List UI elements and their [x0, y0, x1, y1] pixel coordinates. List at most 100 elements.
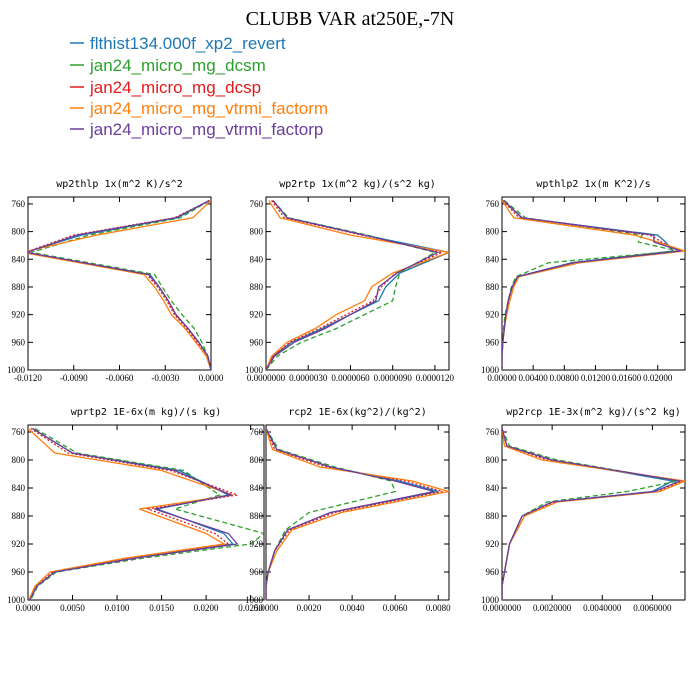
y-tick-label: 960 [12, 567, 26, 577]
plot-frame [27, 424, 265, 601]
y-tick-label: 840 [486, 483, 500, 493]
y-tick-label: 920 [12, 539, 26, 549]
series-line [29, 427, 239, 600]
x-tick-label: 0.0040000 [583, 603, 622, 613]
x-tick-label: 0.0000030 [289, 373, 328, 383]
x-tick-label: -0.0090 [60, 373, 88, 383]
legend-entry: jan24_micro_mg_dcsp [70, 78, 261, 97]
y-tick-label: 760 [12, 427, 26, 437]
x-tick-label: -0.0030 [151, 373, 179, 383]
x-tick-label: 0.00400 [519, 373, 549, 383]
panel-title: rcp2 1E-6x(kg^2)/(kg^2) [288, 407, 426, 418]
x-tick-label: 0.0000 [199, 373, 224, 383]
chart-panel: wprtp2 1E-6x(m kg)/(s kg) 760 800 840 880 920… [7, 407, 265, 613]
legend-label: flthist134.000f_xp2_revert [90, 34, 286, 53]
series-line [502, 200, 682, 370]
y-tick-label: 1000 [481, 595, 500, 605]
x-tick-label: 0.0060000 [633, 603, 672, 613]
legend-label: jan24_micro_mg_dcsm [89, 56, 266, 75]
plot-frame [265, 196, 450, 371]
series-line [266, 428, 443, 600]
legend-label: jan24_micro_mg_vtrmi_factorp [89, 120, 323, 139]
x-tick-label: 0.0000000 [247, 373, 286, 383]
y-tick-label: 960 [250, 337, 264, 347]
x-tick-label: 0.0100 [105, 603, 130, 613]
y-tick-label: 840 [250, 483, 264, 493]
x-tick-label: 0.0000000 [483, 603, 522, 613]
series-line [266, 200, 440, 370]
y-tick-label: 840 [12, 254, 26, 264]
legend-entry: flthist134.000f_xp2_revert [70, 34, 286, 53]
legend-label: jan24_micro_mg_dcsp [89, 78, 261, 97]
legend: flthist134.000f_xp2_revert jan24_micro_m… [70, 34, 328, 139]
legend-entry: jan24_micro_mg_dcsm [70, 56, 266, 75]
x-tick-label: 0.0200 [194, 603, 219, 613]
panel-title: wp2rtp 1x(m^2 kg)/(s^2 kg) [279, 179, 436, 190]
y-tick-label: 800 [250, 227, 264, 237]
y-tick-label: 760 [250, 199, 264, 209]
x-tick-label: 0.0000 [16, 603, 41, 613]
chart-panels: wp2thlp 1x(m^2 K)/s^2 760 800 840 880 920 960 1… [7, 179, 686, 613]
panel-title: wprtp2 1E-6x(m kg)/(s kg) [71, 407, 222, 418]
y-tick-label: 920 [250, 539, 264, 549]
y-tick-label: 1000 [7, 365, 26, 375]
series-line [502, 428, 683, 600]
figure-title: CLUBB VAR at250E,-7N [246, 8, 455, 30]
panel-title: wp2thlp 1x(m^2 K)/s^2 [56, 179, 182, 190]
series-line [28, 428, 234, 600]
y-tick-label: 1000 [7, 595, 26, 605]
y-tick-label: 760 [12, 199, 26, 209]
x-tick-label: 0.0080 [426, 603, 451, 613]
panel-title: wpthlp2 1x(m K^2)/s [536, 179, 650, 190]
chart-panel: rcp2 1E-6x(kg^2)/(kg^2) 760 800 840 880 920 96… [245, 407, 451, 613]
x-tick-label: 0.0150 [149, 603, 174, 613]
x-tick-label: 0.0000 [254, 603, 279, 613]
chart-panel: wp2rcp 1E-3x(m^2 kg)/(s^2 kg) 760 800 840 88… [481, 407, 686, 613]
y-tick-label: 960 [250, 567, 264, 577]
y-tick-label: 880 [250, 511, 264, 521]
plot-frame [501, 196, 686, 371]
series-line [502, 199, 678, 370]
y-tick-label: 880 [486, 511, 500, 521]
plot-frame [501, 424, 686, 601]
chart-panel: wp2rtp 1x(m^2 kg)/(s^2 kg) 760 800 840 880 92… [245, 179, 455, 383]
chart-panel: wp2thlp 1x(m^2 K)/s^2 760 800 840 880 920 960 1… [7, 179, 224, 383]
x-tick-label: 0.0000060 [331, 373, 370, 383]
legend-entry: jan24_micro_mg_vtrmi_factorm [70, 99, 328, 118]
x-tick-label: 0.01200 [581, 373, 611, 383]
x-tick-label: 0.0020 [297, 603, 322, 613]
y-tick-label: 960 [12, 337, 26, 347]
chart-panel: wpthlp2 1x(m K^2)/s 760 800 840 880 920 960 100… [481, 179, 686, 383]
y-tick-label: 800 [486, 455, 500, 465]
series-line [266, 428, 435, 600]
y-tick-label: 1000 [245, 365, 264, 375]
y-tick-label: 880 [486, 282, 500, 292]
y-tick-label: 920 [486, 539, 500, 549]
x-tick-label: 0.0040 [340, 603, 365, 613]
series-line [28, 200, 211, 370]
y-tick-label: 800 [250, 455, 264, 465]
y-tick-label: 960 [486, 337, 500, 347]
y-tick-label: 880 [12, 282, 26, 292]
x-tick-label: 0.00000 [487, 373, 517, 383]
y-tick-label: 880 [12, 511, 26, 521]
x-tick-label: 0.0250 [238, 603, 263, 613]
legend-label: jan24_micro_mg_vtrmi_factorm [89, 99, 328, 118]
y-tick-label: 920 [250, 310, 264, 320]
x-tick-label: 0.0020000 [533, 603, 572, 613]
y-tick-label: 800 [12, 455, 26, 465]
series-line [266, 200, 449, 370]
y-tick-label: 920 [486, 310, 500, 320]
x-tick-label: 0.01600 [612, 373, 642, 383]
y-tick-label: 1000 [245, 595, 264, 605]
y-tick-label: 760 [486, 199, 500, 209]
series-line [30, 427, 264, 600]
y-tick-label: 840 [486, 254, 500, 264]
x-tick-label: 0.0050 [60, 603, 85, 613]
y-tick-label: 960 [486, 567, 500, 577]
x-tick-label: 0.0060 [383, 603, 408, 613]
y-tick-label: 800 [12, 227, 26, 237]
series-line [502, 428, 678, 600]
y-tick-label: 800 [486, 227, 500, 237]
